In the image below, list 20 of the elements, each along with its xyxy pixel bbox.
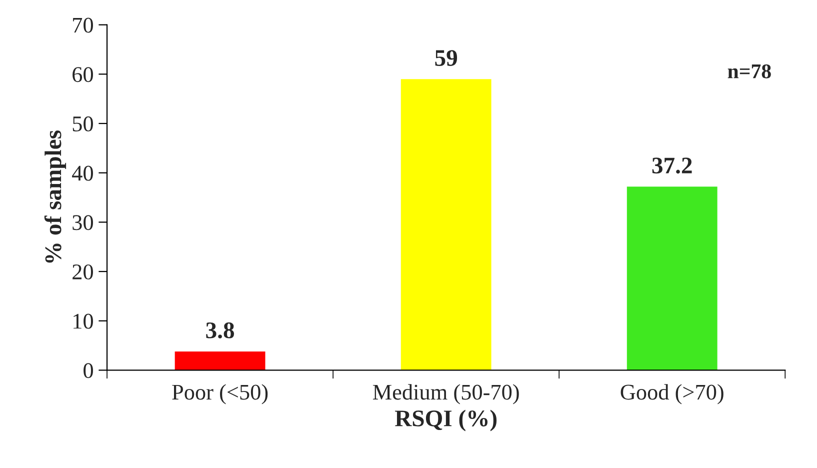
- bar: [400, 79, 492, 370]
- y-tick-label: 60: [72, 67, 93, 82]
- bar: [626, 186, 718, 370]
- annotation: n=78: [728, 64, 771, 78]
- y-tick-label: 50: [72, 116, 93, 132]
- x-tick-label: Good (>70): [620, 384, 724, 404]
- data-label: 37.2: [652, 158, 692, 174]
- x-tick-label: Poor (<50): [172, 384, 268, 404]
- y-tick-label: 30: [72, 215, 93, 230]
- y-tick-label: 70: [73, 18, 93, 33]
- data-label: 3.8: [206, 322, 234, 338]
- y-tick-label: 40: [72, 166, 93, 181]
- bar: [174, 351, 266, 370]
- y-tick-label: 20: [72, 264, 93, 280]
- data-label: 59: [435, 50, 458, 66]
- y-tick-label: 10: [74, 314, 93, 329]
- x-tick-label: Medium (50-70): [372, 384, 519, 404]
- y-axis-title: % of samples: [44, 130, 66, 263]
- x-axis-title: RSQI (%): [394, 410, 497, 432]
- y-tick-label: 0: [84, 363, 93, 378]
